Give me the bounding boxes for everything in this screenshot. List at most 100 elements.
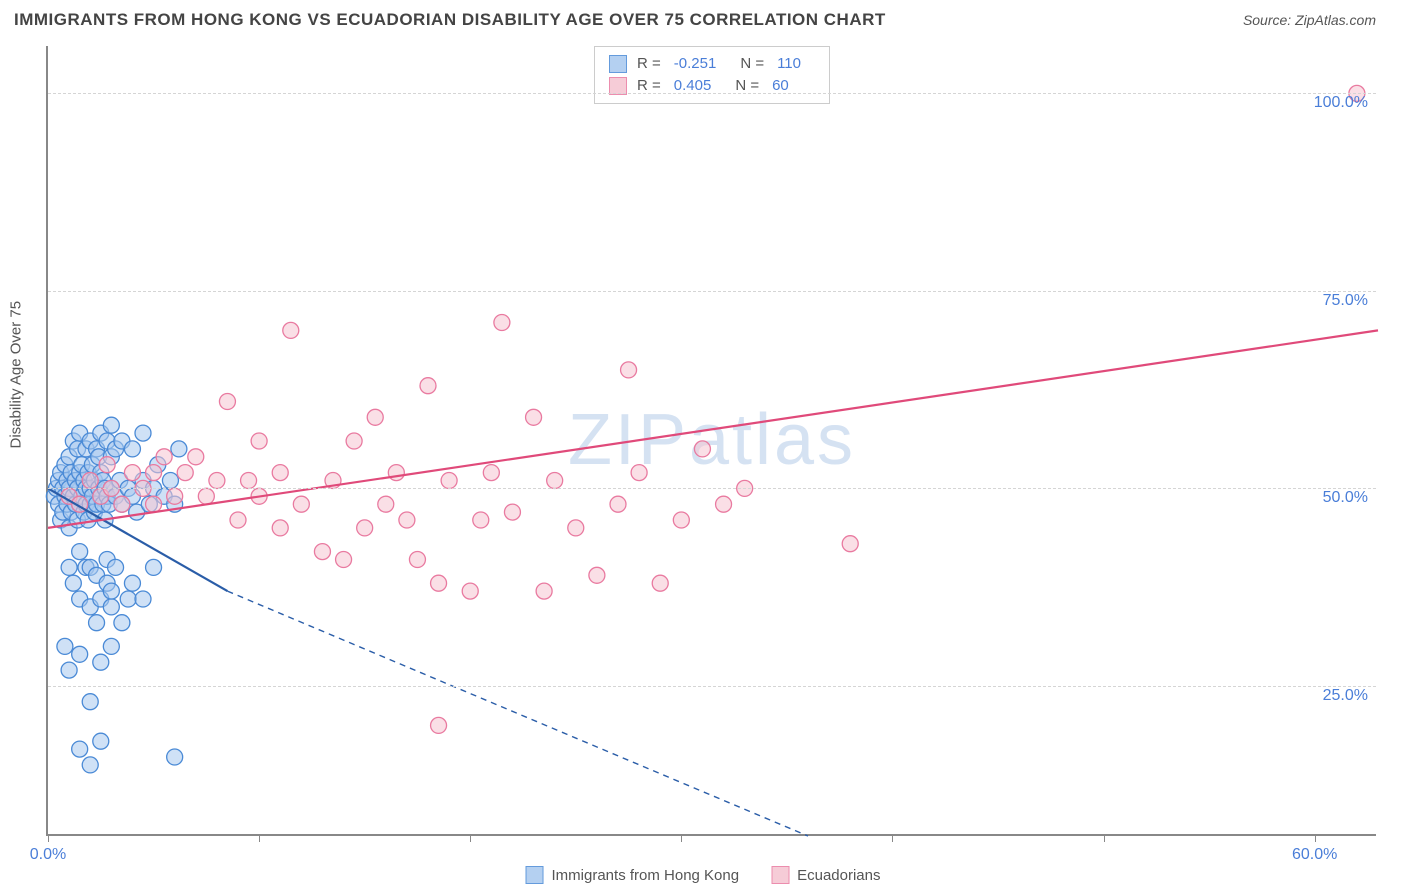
data-point-hk xyxy=(146,559,162,575)
data-point-hk xyxy=(103,417,119,433)
data-point-hk xyxy=(61,662,77,678)
data-point-ec xyxy=(230,512,246,528)
data-point-ec xyxy=(536,583,552,599)
legend-item-hk: Immigrants from Hong Kong xyxy=(526,866,740,884)
data-point-ec xyxy=(568,520,584,536)
data-point-hk xyxy=(124,575,140,591)
data-point-hk xyxy=(103,599,119,615)
legend-label-ec: Ecuadorians xyxy=(797,867,880,884)
data-point-ec xyxy=(146,496,162,512)
data-point-hk xyxy=(93,733,109,749)
regression-extrapolation-hk xyxy=(227,591,808,836)
legend-label-hk: Immigrants from Hong Kong xyxy=(552,867,740,884)
data-point-ec xyxy=(198,488,214,504)
data-point-ec xyxy=(431,575,447,591)
y-axis-label: Disability Age Over 75 xyxy=(8,301,25,449)
data-point-ec xyxy=(272,465,288,481)
data-point-ec xyxy=(694,441,710,457)
data-point-hk xyxy=(72,544,88,560)
data-point-hk xyxy=(103,638,119,654)
data-point-hk xyxy=(65,575,81,591)
data-point-hk xyxy=(135,591,151,607)
x-tick xyxy=(1104,834,1105,842)
data-point-ec xyxy=(167,488,183,504)
data-point-ec xyxy=(716,496,732,512)
data-point-ec xyxy=(483,465,499,481)
data-point-hk xyxy=(124,441,140,457)
data-point-hk xyxy=(93,654,109,670)
data-point-ec xyxy=(420,378,436,394)
swatch-ec xyxy=(771,866,789,884)
chart-title: IMMIGRANTS FROM HONG KONG VS ECUADORIAN … xyxy=(14,10,886,30)
regression-line-ec xyxy=(48,330,1378,528)
data-point-ec xyxy=(124,465,140,481)
gridline xyxy=(48,291,1376,292)
x-tick xyxy=(1315,834,1316,842)
scatter-plot-svg xyxy=(48,46,1376,834)
swatch-hk xyxy=(526,866,544,884)
data-point-hk xyxy=(135,425,151,441)
gridline xyxy=(48,93,1376,94)
data-point-hk xyxy=(72,741,88,757)
n-value-hk: 110 xyxy=(777,53,801,75)
data-point-ec xyxy=(114,496,130,512)
data-point-ec xyxy=(462,583,478,599)
data-point-hk xyxy=(120,591,136,607)
data-point-ec xyxy=(336,552,352,568)
data-point-ec xyxy=(409,552,425,568)
data-point-ec xyxy=(241,473,257,489)
data-point-ec xyxy=(367,409,383,425)
source-value: ZipAtlas.com xyxy=(1295,12,1376,28)
data-point-ec xyxy=(272,520,288,536)
data-point-ec xyxy=(209,473,225,489)
data-point-ec xyxy=(494,315,510,331)
data-point-ec xyxy=(842,536,858,552)
data-point-hk xyxy=(162,473,178,489)
x-tick xyxy=(681,834,682,842)
data-point-hk xyxy=(103,583,119,599)
data-point-ec xyxy=(610,496,626,512)
legend-item-ec: Ecuadorians xyxy=(771,866,880,884)
data-point-ec xyxy=(146,465,162,481)
data-point-ec xyxy=(652,575,668,591)
legend-row-hk: R = -0.251 N = 110 xyxy=(609,53,815,75)
swatch-ec xyxy=(609,77,627,95)
data-point-ec xyxy=(388,465,404,481)
data-point-ec xyxy=(293,496,309,512)
series-legend: Immigrants from Hong Kong Ecuadorians xyxy=(526,866,881,884)
data-point-ec xyxy=(251,433,267,449)
data-point-ec xyxy=(314,544,330,560)
data-point-ec xyxy=(621,362,637,378)
data-point-ec xyxy=(156,449,172,465)
y-tick-label: 50.0% xyxy=(1323,489,1368,507)
y-tick-label: 25.0% xyxy=(1323,687,1368,705)
data-point-ec xyxy=(378,496,394,512)
data-point-ec xyxy=(547,473,563,489)
x-tick-label: 60.0% xyxy=(1292,846,1337,864)
data-point-hk xyxy=(171,441,187,457)
swatch-hk xyxy=(609,55,627,73)
data-point-ec xyxy=(431,717,447,733)
data-point-hk xyxy=(167,749,183,765)
gridline xyxy=(48,488,1376,489)
data-point-ec xyxy=(526,409,542,425)
x-tick xyxy=(259,834,260,842)
data-point-ec xyxy=(283,322,299,338)
data-point-ec xyxy=(399,512,415,528)
data-point-ec xyxy=(219,394,235,410)
data-point-hk xyxy=(114,615,130,631)
data-point-hk xyxy=(61,559,77,575)
data-point-ec xyxy=(177,465,193,481)
data-point-ec xyxy=(631,465,647,481)
data-point-ec xyxy=(346,433,362,449)
x-tick-label: 0.0% xyxy=(30,846,66,864)
data-point-ec xyxy=(188,449,204,465)
data-point-ec xyxy=(357,520,373,536)
data-point-ec xyxy=(504,504,520,520)
data-point-ec xyxy=(473,512,489,528)
chart-plot-area: ZIPatlas R = -0.251 N = 110 R = 0.405 N … xyxy=(46,46,1376,836)
data-point-ec xyxy=(99,457,115,473)
data-point-hk xyxy=(72,646,88,662)
gridline xyxy=(48,686,1376,687)
y-tick-label: 100.0% xyxy=(1314,94,1368,112)
